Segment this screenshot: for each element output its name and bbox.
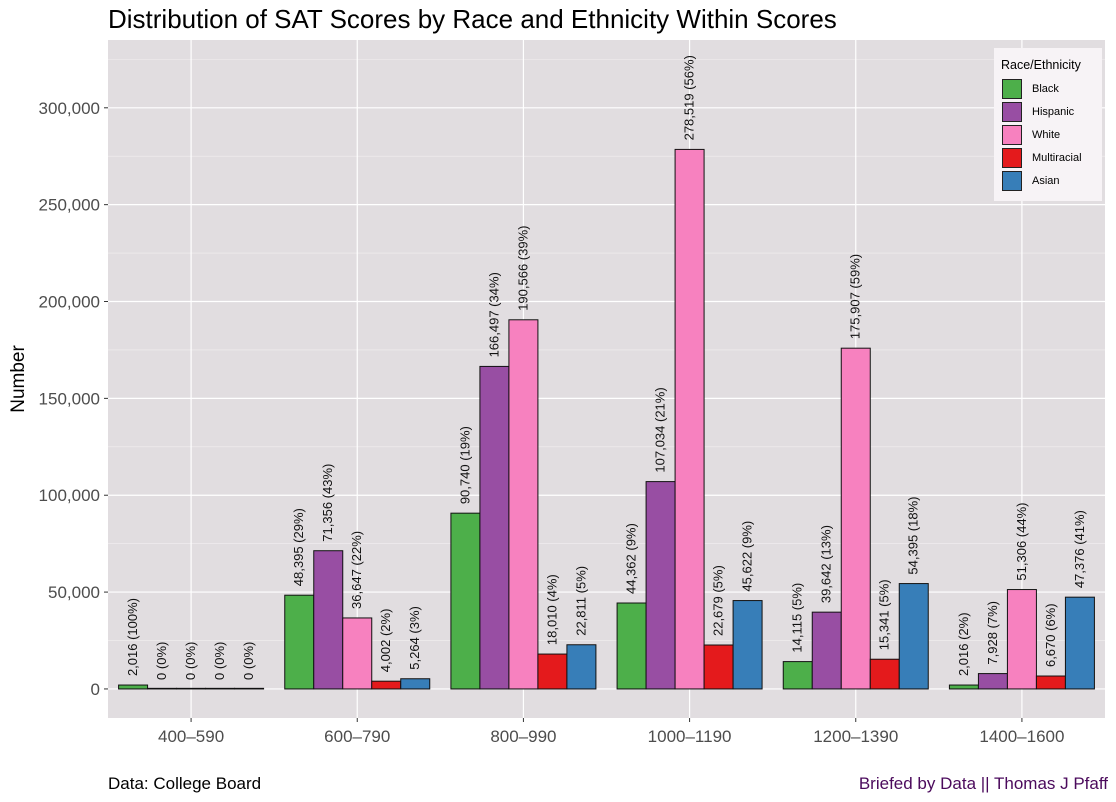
credit-caption: Briefed by Data || Thomas J Pfaff [858,774,1108,793]
legend-label-asian: Asian [1032,175,1060,187]
x-tick-label: 1400–1600 [979,727,1064,746]
bar-white-2 [508,319,539,690]
legend-key-white [1002,125,1022,145]
bar-hispanic-2 [479,365,510,690]
data-label: 7,928 (7%) [985,601,1000,665]
bar-asian-2 [566,644,597,690]
data-label: 6,670 (6%) [1043,603,1058,667]
bar-white-3 [674,148,705,690]
x-tick-label: 400–590 [158,727,224,746]
bar-black-0 [118,684,149,690]
y-tick-label: 200,000 [39,293,100,312]
bar-black-2 [450,512,481,690]
x-tick-label: 1000–1190 [648,727,732,746]
bar-hispanic-1 [313,550,344,690]
data-label: 190,566 (39%) [515,226,530,311]
bar-black-1 [284,594,315,690]
chart-title: Distribution of SAT Scores by Race and E… [108,4,837,34]
bar-multiracial-2 [537,653,568,690]
legend-key-asian [1002,171,1022,191]
bar-asian-3 [732,600,763,690]
data-label: 166,497 (34%) [486,272,501,357]
x-tick-label: 800–990 [490,727,556,746]
y-tick-label: 0 [91,680,100,699]
bar-black-3 [616,602,647,690]
bar-hispanic-3 [645,481,676,690]
legend-label-hispanic: Hispanic [1032,106,1075,118]
data-source-caption: Data: College Board [108,774,262,793]
legend-label-multiracial: Multiracial [1032,152,1082,164]
bar-asian-0 [234,687,265,690]
bar-white-5 [1006,589,1037,690]
data-label: 2,016 (2%) [956,612,971,676]
bar-white-1 [342,617,373,690]
bar-white-4 [840,347,871,690]
data-label: 22,811 (5%) [573,566,588,636]
data-label: 107,034 (21%) [653,387,668,472]
data-label: 15,341 (5%) [877,579,892,650]
data-label: 2,016 (100%) [125,598,140,676]
data-label: 39,642 (13%) [819,525,834,603]
data-label: 5,264 (3%) [407,606,422,670]
data-label: 44,362 (9%) [624,523,639,594]
bar-multiracial-0 [205,687,236,690]
bar-multiracial-4 [869,658,900,690]
y-tick-label: 100,000 [39,486,100,505]
data-label: 51,306 (44%) [1014,502,1029,580]
bar-multiracial-1 [371,680,402,690]
bar-hispanic-4 [811,611,842,690]
data-label: 0 (0%) [154,642,169,680]
legend: Race/Ethnicity Black Hispanic White Mult… [994,48,1102,201]
plot-panel [108,40,1105,718]
data-label: 71,356 (43%) [320,464,335,542]
data-label: 18,010 (4%) [544,574,559,645]
data-label: 175,907 (59%) [848,254,863,339]
y-tick-label: 150,000 [39,389,100,408]
y-axis-title: Number [8,345,29,413]
y-tick-label: 250,000 [39,196,100,215]
legend-label-black: Black [1032,83,1059,95]
legend-key-black [1002,79,1022,99]
data-label: 90,740 (19%) [457,426,472,504]
bar-multiracial-3 [703,644,734,690]
legend-key-hispanic [1002,102,1022,122]
x-tick-label: 600–790 [324,727,390,746]
data-label: 14,115 (5%) [790,583,805,653]
x-tick-label: 1200–1390 [813,727,898,746]
bar-asian-4 [898,583,929,690]
data-label: 278,519 (56%) [682,55,697,140]
legend-label-white: White [1032,129,1061,141]
data-label: 22,679 (5%) [711,565,726,636]
data-label: 0 (0%) [183,642,198,680]
bar-black-5 [948,684,979,690]
data-label: 47,376 (41%) [1072,510,1087,588]
bar-asian-5 [1064,596,1095,690]
data-label: 0 (0%) [241,642,256,680]
bar-asian-1 [400,678,431,690]
data-label: 54,395 (18%) [906,497,921,575]
data-label: 0 (0%) [212,642,227,680]
data-label: 36,647 (22%) [349,531,364,609]
bar-white-0 [176,687,207,690]
data-label: 45,622 (9%) [740,521,755,592]
bar-hispanic-5 [977,673,1008,690]
y-tick-label: 300,000 [39,99,100,118]
bar-hispanic-0 [147,687,178,690]
bar-multiracial-5 [1035,675,1066,690]
legend-key-multiracial [1002,148,1022,168]
data-label: 4,002 (2%) [378,609,393,673]
y-tick-label: 50,000 [48,583,100,602]
data-label: 48,395 (29%) [291,508,306,586]
bar-black-4 [782,661,813,690]
legend-title: Race/Ethnicity [1001,58,1081,72]
